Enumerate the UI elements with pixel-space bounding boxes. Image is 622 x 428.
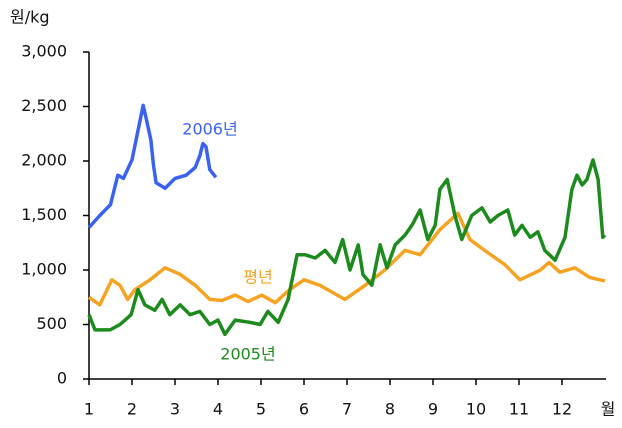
- series-label: 2006년: [182, 120, 237, 139]
- y-tick-label: 1,000: [21, 260, 67, 279]
- x-tick-label: 3: [170, 400, 180, 419]
- y-tick-label: 2,500: [21, 96, 67, 115]
- line-series: [87, 158, 607, 337]
- y-axis-label: 원/kg: [10, 8, 50, 27]
- series-label: 2005년: [220, 345, 275, 364]
- x-tick-label: 4: [213, 400, 223, 419]
- x-tick-label: 12: [552, 400, 572, 419]
- series-label: 평년: [243, 268, 272, 287]
- x-tick-label: 2: [127, 400, 137, 419]
- y-tick-label: 3,000: [21, 42, 67, 61]
- y-tick-label: 1,500: [21, 205, 67, 224]
- x-axis-label: 월: [601, 400, 616, 419]
- x-tick-label: 8: [385, 400, 395, 419]
- y-tick-label: 2,000: [21, 151, 67, 170]
- y-tick-label: 0: [57, 369, 67, 388]
- x-tick-label: 7: [342, 400, 352, 419]
- x-tick-label: 1: [84, 400, 94, 419]
- line-series: [87, 211, 606, 307]
- line-series: [87, 103, 218, 229]
- y-tick-label: 500: [36, 314, 67, 333]
- x-tick-label: 11: [509, 400, 529, 419]
- x-tick-label: 6: [299, 400, 309, 419]
- x-tick-label: 5: [256, 400, 266, 419]
- x-tick-label: 10: [466, 400, 486, 419]
- x-tick-label: 9: [428, 400, 438, 419]
